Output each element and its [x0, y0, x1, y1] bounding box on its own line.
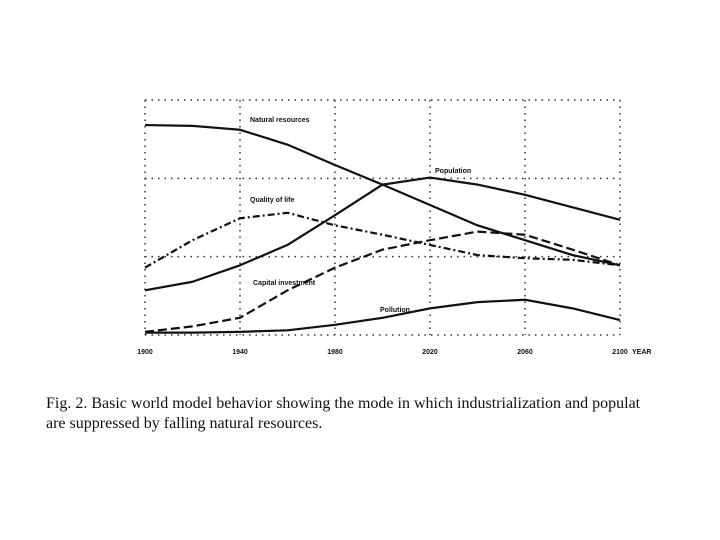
series-line	[144, 230, 621, 333]
series-line	[144, 211, 621, 269]
series-label: Natural resources	[250, 117, 310, 124]
series-label: Quality of life	[250, 197, 294, 204]
series-label: Pollution	[380, 307, 410, 314]
x-tick-label: 2020	[422, 349, 438, 356]
x-axis-label: YEAR	[632, 349, 651, 356]
x-tick-label: 1940	[232, 349, 248, 356]
x-tick-label: 1980	[327, 349, 343, 356]
series-label: Capital investment	[253, 280, 316, 287]
x-tick-label: 2100	[612, 349, 628, 356]
series-label: Population	[435, 168, 471, 175]
x-tick-label: 2060	[517, 349, 533, 356]
x-tick-label: 1900	[137, 349, 153, 356]
caption-line: are suppressed by falling natural resour…	[46, 415, 322, 432]
caption-line: Fig. 2. Basic world model behavior showi…	[46, 395, 641, 412]
series-line	[144, 176, 621, 292]
series-line	[144, 123, 621, 267]
series-line	[145, 298, 621, 334]
